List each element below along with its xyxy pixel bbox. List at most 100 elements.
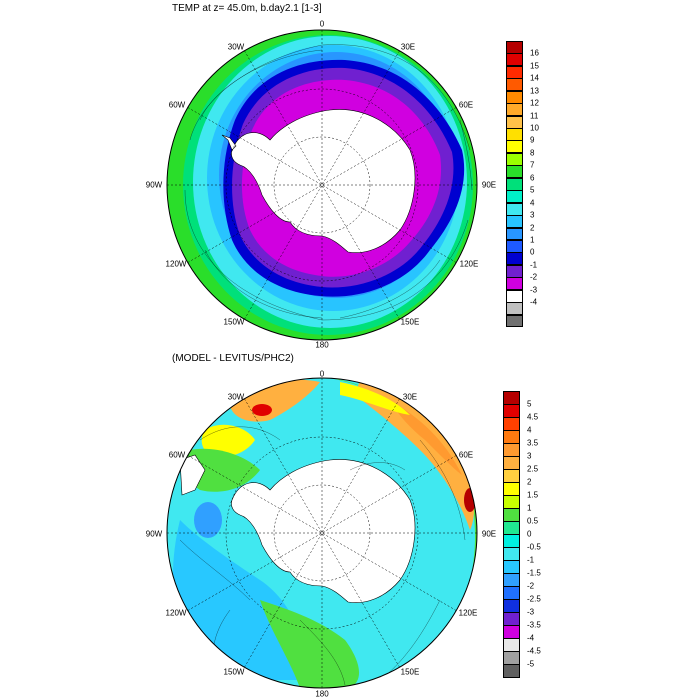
top-colorbar-swatch <box>506 140 523 154</box>
bottom-colorbar-tick-label: 4 <box>527 425 532 435</box>
top-lon-label-150E: 150E <box>400 317 420 327</box>
top-lon-label-60E: 60E <box>458 100 474 110</box>
top-colorbar-swatch <box>506 165 523 179</box>
bottom-colorbar-tick-label: -3 <box>527 607 535 617</box>
top-colorbar-tick-label: 10 <box>530 123 539 133</box>
bottom-colorbar-tick-label: 3.5 <box>527 438 539 448</box>
bottom-colorbar-tick-label: 0.5 <box>527 516 539 526</box>
bottom-contour-lines <box>179 426 466 686</box>
bottom-colorbar-tick-label: -4.5 <box>527 646 541 656</box>
top-colorbar-tick-label: 5 <box>530 185 535 195</box>
bottom-lon-label-90E: 90E <box>481 529 497 539</box>
bottom-colorbar-swatch <box>503 651 520 665</box>
top-lon-label-150W: 150W <box>223 317 245 327</box>
bottom-south-america-tip <box>179 454 206 496</box>
bottom-colorbar-tick-label: 4.5 <box>527 412 539 422</box>
bottom-colorbar-tick-label: 5 <box>527 399 532 409</box>
bottom-colorbar-swatch <box>503 521 520 535</box>
top-colorbar-tick-label: -2 <box>530 272 538 282</box>
top-lon-label-120W: 120W <box>165 259 187 269</box>
bottom-lon-label-30E: 30E <box>402 392 418 402</box>
bottom-lon-label-0: 0 <box>319 369 325 379</box>
top-colorbar-swatch <box>506 239 523 253</box>
top-colorbar-swatch <box>506 252 523 266</box>
bottom-hotspot-nw <box>252 404 272 416</box>
top-graticule <box>167 30 477 340</box>
bottom-colorbar-tick-label: -1 <box>527 555 535 565</box>
bottom-colorbar-swatch <box>503 391 520 405</box>
top-colorbar-swatch <box>506 115 523 129</box>
top-antarctica <box>231 109 416 253</box>
top-colorbar-swatch <box>506 103 523 117</box>
bottom-colorbar-swatch <box>503 638 520 652</box>
bottom-zone-orange-deep <box>390 400 462 475</box>
bottom-colorbar-tick-label: 2 <box>527 477 532 487</box>
bottom-colorbar-swatch <box>503 560 520 574</box>
bottom-colorbar-swatch <box>503 547 520 561</box>
top-colorbar-tick-label: -3 <box>530 285 538 295</box>
top-colorbar-tick-label: 16 <box>530 48 539 58</box>
bottom-zone-orange-ne <box>355 380 475 530</box>
bottom-colorbar-tick-label: 1 <box>527 503 532 513</box>
top-map-border <box>166 29 478 341</box>
bottom-colorbar-tick-label: -4 <box>527 633 535 643</box>
top-colorbar-swatch <box>506 65 523 79</box>
top-lon-label-30W: 30W <box>227 42 245 52</box>
bottom-colorbar-swatch <box>503 443 520 457</box>
top-colorbar-swatch <box>506 302 523 316</box>
bottom-lon-label-60E: 60E <box>458 450 474 460</box>
top-colorbar-tick-label: 12 <box>530 98 539 108</box>
top-colorbar-tick-label: -1 <box>530 260 538 270</box>
bottom-colorbar-swatch <box>503 612 520 626</box>
top-colorbar-tick-label: 14 <box>530 73 539 83</box>
top-lon-label-180: 180 <box>315 340 329 350</box>
bottom-zone-deep-blue <box>194 502 222 538</box>
bottom-lon-label-150E: 150E <box>400 667 420 677</box>
bottom-colorbar-tick-label: 3 <box>527 451 532 461</box>
bottom-colorbar-swatch <box>503 625 520 639</box>
top-colorbar-tick-label: 9 <box>530 135 535 145</box>
bottom-colorbar-tick-label: 1.5 <box>527 490 539 500</box>
top-colorbar-swatch <box>506 152 523 166</box>
bottom-colorbar-swatch <box>503 430 520 444</box>
top-colorbar-swatch <box>506 90 523 104</box>
top-colorbar-swatch <box>506 264 523 278</box>
top-colorbar-tick-label: 6 <box>530 173 535 183</box>
top-colorbar: 16 15 14 13 12 11 10 9 8 7 6 5 4 3 2 1 0 -1 -2 -3 -4 <box>506 41 566 328</box>
bottom-colorbar-swatch <box>503 469 520 483</box>
top-colorbar-swatch <box>506 53 523 67</box>
top-colorbar-swatch <box>506 314 523 328</box>
top-colorbar-tick-label: 7 <box>530 160 535 170</box>
top-colorbar-tick-label: 3 <box>530 210 535 220</box>
bottom-lon-label-150W: 150W <box>223 667 245 677</box>
top-colorbar-swatch <box>506 227 523 241</box>
bottom-colorbar-tick-label: -2.5 <box>527 594 541 604</box>
bottom-colorbar-swatch <box>503 456 520 470</box>
top-colorbar-swatch <box>506 190 523 204</box>
bottom-colorbar-swatch <box>503 495 520 509</box>
bottom-colorbar-tick-label: -5 <box>527 659 535 669</box>
bottom-colorbar-tick-label: -2 <box>527 581 535 591</box>
bottom-colorbar-swatch <box>503 586 520 600</box>
top-lon-label-30E: 30E <box>400 42 416 52</box>
top-colorbar-tick-label: -4 <box>530 297 538 307</box>
bottom-graticule <box>167 378 477 688</box>
bottom-colorbar-swatch <box>503 664 520 678</box>
top-antarctic-peninsula <box>221 134 237 151</box>
top-lon-label-90W: 90W <box>145 180 163 190</box>
bottom-colorbar-tick-label: -0.5 <box>527 542 541 552</box>
top-colorbar-tick-label: 11 <box>530 111 539 121</box>
bottom-zone-yellow-ne <box>340 382 410 415</box>
top-colorbar-swatch <box>506 128 523 141</box>
bottom-colorbar-tick-label: 2.5 <box>527 464 539 474</box>
top-colorbar-swatch <box>506 202 523 216</box>
top-lon-label-120E: 120E <box>459 259 479 269</box>
bottom-polar-map <box>166 377 478 689</box>
bottom-colorbar-tick-label: -1.5 <box>527 568 541 578</box>
bottom-lon-label-120W: 120W <box>165 608 187 618</box>
top-lon-label-0: 0 <box>319 19 325 29</box>
top-colorbar-tick-label: 15 <box>530 61 539 71</box>
bottom-colorbar-swatch <box>503 508 520 522</box>
bottom-lon-label-30W: 30W <box>227 392 245 402</box>
top-colorbar-tick-label: 4 <box>530 198 535 208</box>
